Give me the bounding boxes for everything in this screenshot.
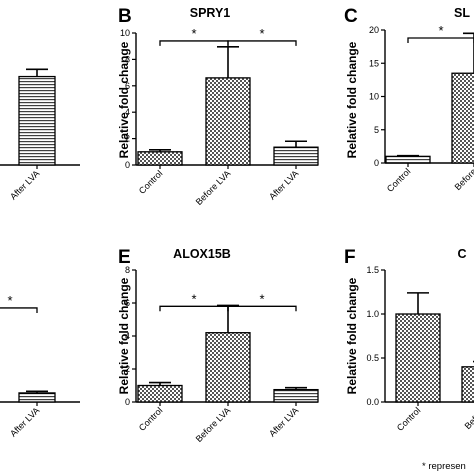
bar-control: [137, 151, 183, 166]
x-tick-label: Before LVA: [194, 405, 233, 444]
y-tick-label: 0.5: [366, 353, 379, 363]
significance-marker: *: [191, 291, 196, 306]
panel-a: After LVA: [0, 68, 80, 202]
y-tick-label: 0: [125, 160, 130, 170]
panel-letter-f: F: [344, 247, 356, 268]
bar-after-lva: [273, 146, 319, 166]
y-axis-label-c: Relative fold change: [345, 41, 359, 158]
panel-letter-e: E: [118, 247, 131, 268]
panel-e: E ALOX15B Relative fold change 0 2 4 6 8 Cont…: [117, 247, 319, 444]
significance-marker: *: [438, 23, 443, 38]
panel-letter-c: C: [344, 6, 358, 27]
y-axis-label-b: Relative fold change: [117, 41, 131, 158]
chart-title-e: ALOX15B: [173, 247, 231, 261]
x-tick-label: Control: [385, 166, 413, 194]
y-tick-label: 6: [125, 81, 130, 91]
y-tick-label: 2: [125, 364, 130, 374]
x-tick-label: After LVA: [8, 405, 41, 438]
y-tick-label: 0.0: [366, 397, 379, 407]
chart-title-b: SPRY1: [190, 6, 231, 20]
x-tick-label: After LVA: [267, 405, 300, 438]
significance-bracket: [227, 40, 297, 46]
y-tick-label: 8: [125, 265, 130, 275]
y-tick-label: 1.5: [366, 265, 379, 275]
bar-after-lva: [273, 388, 319, 403]
y-tick-label: 8: [125, 54, 130, 64]
significance-bracket: [0, 307, 38, 313]
bar-before: [451, 72, 474, 164]
bar-after-lva: [18, 392, 56, 403]
panel-letter-b: B: [118, 6, 132, 27]
bar-before-lva: [205, 332, 251, 403]
bar-after-lva: [18, 75, 56, 166]
y-tick-label: 4: [125, 107, 130, 117]
bar-before-lva: [205, 77, 251, 166]
x-tick-label: Before: [453, 166, 474, 192]
y-tick-label: 0: [374, 158, 379, 168]
y-tick-label: 1.0: [366, 309, 379, 319]
significance-marker: *: [259, 26, 264, 41]
y-tick-label: 15: [369, 58, 379, 68]
significance-bracket: [159, 40, 229, 46]
significance-bracket: [227, 305, 297, 312]
y-tick-label: 2: [125, 134, 130, 144]
x-tick-label: Before: [463, 405, 474, 431]
panel-f: F C Relative fold change 0.0 0.5 1.0 1.5 Con…: [344, 247, 474, 433]
bar-before: [461, 366, 474, 403]
x-tick-label: Control: [137, 405, 165, 433]
x-tick-label: Before LVA: [194, 168, 233, 207]
y-tick-label: 10: [120, 28, 130, 38]
significance-bracket: [159, 305, 229, 312]
significance-marker: *: [191, 26, 196, 41]
chart-title-c: SL: [454, 6, 470, 20]
panel-c: C SL Relative fold change 0 5 10 15 20 Contro…: [344, 6, 474, 194]
significance-bracket: [407, 37, 474, 43]
y-tick-label: 10: [369, 92, 379, 102]
bar-control: [385, 155, 431, 164]
x-tick-label: After LVA: [267, 168, 300, 201]
y-axis-label-f: Relative fold change: [345, 277, 359, 394]
significance-marker: *: [259, 291, 264, 306]
significance-marker: *: [7, 293, 12, 308]
chart-title-f: C: [457, 247, 466, 261]
y-tick-label: 0: [125, 397, 130, 407]
y-tick-label: 20: [369, 25, 379, 35]
x-tick-label: Control: [395, 405, 423, 433]
panel-d: After LVA *: [0, 293, 80, 439]
bar-control: [395, 313, 441, 403]
y-axis-label-e: Relative fold change: [117, 277, 131, 394]
y-tick-label: 5: [374, 125, 379, 135]
bar-control: [137, 384, 183, 403]
x-tick-label: After LVA: [8, 168, 41, 201]
footnote: * represen: [422, 461, 466, 472]
x-tick-label: Control: [137, 168, 165, 196]
y-tick-label: 6: [125, 298, 130, 308]
panel-b: B SPRY1 Relative fold change 0 2 4 6 8 10 Cont…: [117, 6, 319, 207]
y-tick-label: 4: [125, 331, 130, 341]
